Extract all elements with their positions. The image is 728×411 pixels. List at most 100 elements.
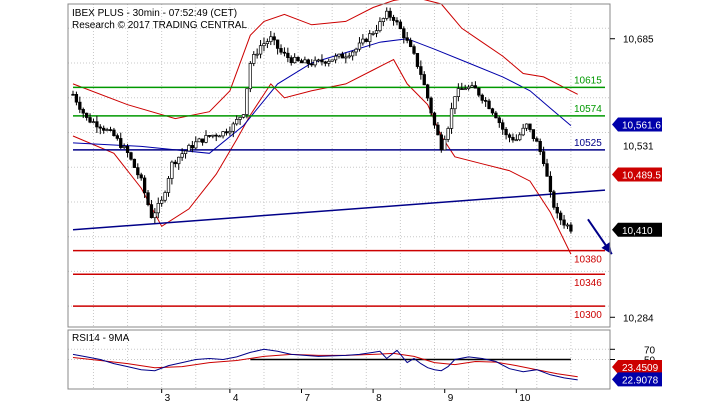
candle-body xyxy=(71,93,75,96)
candle-body xyxy=(286,52,290,58)
candle-body xyxy=(490,108,495,114)
candle-body xyxy=(112,129,116,137)
candle-body xyxy=(453,96,457,110)
candle-body xyxy=(419,66,423,75)
candle-body xyxy=(480,94,484,101)
candle-body xyxy=(194,141,198,149)
candle-body xyxy=(391,16,396,21)
candle-body xyxy=(95,121,99,128)
candle-body xyxy=(265,41,270,45)
candle-body xyxy=(494,112,498,119)
candle-body xyxy=(102,127,106,131)
candle-body xyxy=(545,163,549,177)
candle-body xyxy=(163,192,167,201)
candle-body xyxy=(470,85,474,88)
candle-body xyxy=(316,59,321,62)
candle-body xyxy=(78,101,82,110)
candle-body xyxy=(81,109,85,114)
candle-body xyxy=(385,10,389,19)
candle-body xyxy=(337,53,341,57)
candle-body xyxy=(511,137,515,141)
level-label: 10346 xyxy=(574,278,602,289)
x-tick-label: 4 xyxy=(233,393,239,404)
candle-body xyxy=(429,97,433,114)
candle-body xyxy=(160,199,164,204)
candle-body xyxy=(310,63,314,66)
candle-body xyxy=(524,123,529,129)
candle-body xyxy=(282,51,287,54)
candle-body xyxy=(388,10,392,18)
candle-body xyxy=(88,117,92,123)
candle-body xyxy=(245,88,249,115)
candle-body xyxy=(108,129,113,131)
candle-body xyxy=(197,138,201,143)
rsi-line xyxy=(72,348,578,381)
candle-body xyxy=(323,61,328,64)
candle-body xyxy=(466,86,471,90)
candle-body xyxy=(398,21,403,30)
level-label: 10525 xyxy=(574,138,602,149)
rsi-tick-label: 70 xyxy=(644,345,656,356)
candle-body xyxy=(306,59,310,65)
candle-body xyxy=(541,151,546,164)
candle-body xyxy=(248,63,252,90)
chart-subtitle: Research © 2017 TRADING CENTRAL xyxy=(72,20,247,31)
candle-body xyxy=(559,212,563,221)
candle-body xyxy=(74,94,79,103)
candle-body xyxy=(538,141,542,152)
candle-body xyxy=(402,28,406,39)
candle-body xyxy=(84,112,89,118)
candle-body xyxy=(262,43,266,47)
candle-body xyxy=(340,53,345,59)
candle-body xyxy=(98,126,102,129)
candle-body xyxy=(504,128,508,136)
candle-body xyxy=(521,127,525,136)
level-label: 10615 xyxy=(574,75,602,86)
candle-body xyxy=(190,145,195,149)
candle-body xyxy=(320,59,324,63)
x-tick-label: 7 xyxy=(304,393,310,404)
candle-body xyxy=(371,32,375,35)
candle-body xyxy=(166,178,171,193)
moving-average-line xyxy=(72,38,572,154)
projection-arrow-head xyxy=(601,242,612,255)
candle-body xyxy=(231,123,235,132)
candle-body xyxy=(381,18,385,23)
price-badge xyxy=(612,117,662,132)
candle-body xyxy=(436,124,440,136)
candle-body xyxy=(487,100,491,110)
candle-body xyxy=(460,88,464,90)
x-tick-label: 3 xyxy=(165,393,171,404)
candle-body xyxy=(405,37,409,41)
price-tick-label-partial: 10,531 xyxy=(623,142,654,153)
candle-body xyxy=(449,108,454,129)
candle-body xyxy=(313,59,317,66)
candle-body xyxy=(255,53,259,56)
candle-body xyxy=(200,138,205,143)
level-label: 10574 xyxy=(574,104,602,115)
candle-body xyxy=(426,84,430,99)
candle-body xyxy=(207,135,212,137)
candle-body xyxy=(446,128,450,140)
candle-body xyxy=(91,121,96,124)
level-label: 10300 xyxy=(574,310,602,321)
trendline xyxy=(72,189,606,231)
candle-body xyxy=(252,54,256,64)
level-lines: 10615 10574 10525 10380 10346 10300 xyxy=(72,75,606,321)
candle-body xyxy=(432,112,437,126)
candle-body xyxy=(354,48,358,53)
candle-body xyxy=(330,59,334,62)
candle-body xyxy=(272,36,276,41)
candle-body xyxy=(142,177,147,194)
candle-body xyxy=(473,85,478,89)
candle-body xyxy=(180,153,184,158)
candle-body xyxy=(347,55,351,58)
x-tick-label: 9 xyxy=(448,393,454,404)
candle-body xyxy=(204,135,208,143)
candle-body xyxy=(569,224,573,232)
candle-body xyxy=(463,88,467,91)
